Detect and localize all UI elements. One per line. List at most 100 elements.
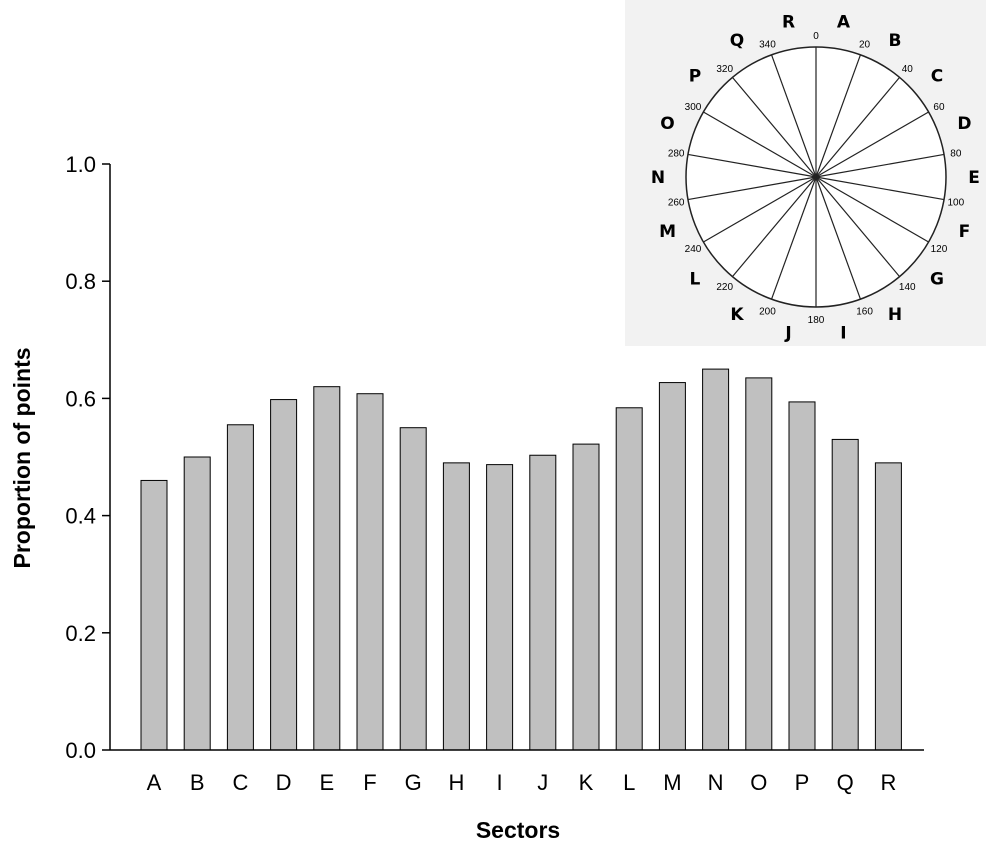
sector-letter: Q [730, 31, 744, 51]
sector-diagram-inset: 0 A 20 B 40 C 60 D 80 E 100 F 120 G 140 H 160 I 180 J 200 K 22… [651, 12, 980, 343]
y-tick-label: 1.0 [65, 152, 96, 177]
sector-letter: P [689, 66, 701, 86]
bar-M [658, 382, 686, 751]
sector-line [815, 111, 929, 178]
bar-Q [831, 438, 859, 751]
degree-label: 60 [933, 102, 945, 113]
sector-line [731, 176, 817, 277]
sector-letter: G [930, 270, 944, 290]
degree-label: 300 [685, 102, 702, 113]
degree-label: 20 [859, 40, 871, 51]
y-tick-label: 0.8 [65, 269, 96, 294]
degree-label: 200 [759, 306, 776, 317]
degree-label: 100 [947, 198, 964, 209]
y-tick-label: 0.6 [65, 386, 96, 411]
x-tick-label: L [623, 770, 635, 795]
x-tick-label: D [276, 770, 292, 795]
x-axis-title: Sectors [476, 817, 560, 843]
degree-label: 320 [716, 64, 733, 75]
x-tick-label: N [708, 770, 724, 795]
sector-letter: A [837, 12, 851, 32]
sector-line [815, 77, 901, 178]
degree-label: 80 [950, 148, 962, 159]
sector-letter: J [784, 324, 791, 344]
sector-letter: F [959, 222, 971, 242]
bars-group [140, 368, 902, 751]
sector-line [770, 54, 817, 178]
y-axis-title: Proportion of points [9, 347, 35, 568]
sector-letter: B [889, 31, 902, 51]
bar-I [486, 464, 514, 751]
degree-label: 240 [685, 244, 702, 255]
degree-label: 220 [716, 282, 733, 293]
x-tick-label: G [405, 770, 422, 795]
degree-label: 40 [902, 64, 914, 75]
sector-line [815, 176, 901, 277]
y-tick-label: 0.0 [65, 738, 96, 763]
sector-letter: E [968, 168, 980, 188]
x-tick-label: J [537, 770, 548, 795]
x-tick-label: C [232, 770, 248, 795]
x-tick-label: H [448, 770, 464, 795]
sector-letter: R [782, 12, 795, 32]
x-tick-label: I [497, 770, 503, 795]
axes-group: 0.0 0.2 0.4 0.6 0.8 1.0 A B C D E F G H I J K L M N O P Q R [65, 152, 924, 795]
sector-letter: M [659, 222, 676, 242]
sector-line [770, 176, 817, 300]
degree-label: 0 [813, 31, 819, 42]
bar-C [226, 424, 254, 751]
degree-label: 340 [759, 40, 776, 51]
degree-label: 280 [668, 148, 685, 159]
bar-N [702, 368, 730, 751]
x-tick-label: K [579, 770, 594, 795]
bar-R [874, 462, 902, 751]
sector-line [703, 111, 817, 178]
degree-label: 120 [931, 244, 948, 255]
degree-label: 140 [899, 282, 916, 293]
x-tick-label: M [663, 770, 681, 795]
bar-H [442, 462, 470, 751]
bar-D [270, 399, 298, 751]
y-tick-label: 0.4 [65, 504, 96, 529]
bar-A [140, 479, 168, 751]
sector-line [703, 176, 817, 243]
bar-L [615, 407, 643, 751]
bar-O [745, 377, 773, 751]
sector-line [815, 153, 945, 178]
bar-E [313, 386, 341, 751]
sector-line [815, 176, 929, 243]
bar-B [183, 456, 211, 751]
x-tick-label: O [750, 770, 767, 795]
degree-label: 260 [668, 198, 685, 209]
x-tick-label: F [363, 770, 376, 795]
sector-line [815, 54, 862, 178]
sector-letter: L [690, 270, 701, 290]
sector-letter: K [730, 305, 744, 325]
sector-letter: H [888, 305, 902, 325]
degree-label: 160 [856, 306, 873, 317]
sector-letter: D [957, 114, 971, 134]
bar-F [356, 393, 384, 751]
bar-P [788, 401, 816, 751]
x-tick-label: E [319, 770, 334, 795]
sector-letter: I [840, 324, 846, 344]
sector-line [731, 77, 817, 178]
x-tick-label: P [795, 770, 810, 795]
sector-letter: O [660, 114, 674, 134]
sector-line [815, 176, 862, 300]
x-tick-label: R [880, 770, 896, 795]
bar-G [399, 427, 427, 751]
bar-J [529, 454, 557, 751]
sector-letter: C [931, 66, 943, 86]
sector-line [815, 176, 945, 201]
x-tick-label: Q [837, 770, 854, 795]
bar-K [572, 443, 600, 751]
sector-line [687, 176, 817, 201]
y-tick-label: 0.2 [65, 621, 96, 646]
x-tick-label: B [190, 770, 205, 795]
sector-line [687, 153, 817, 178]
sector-letter: N [651, 168, 665, 188]
degree-label: 180 [808, 315, 825, 326]
x-tick-label: A [147, 770, 162, 795]
